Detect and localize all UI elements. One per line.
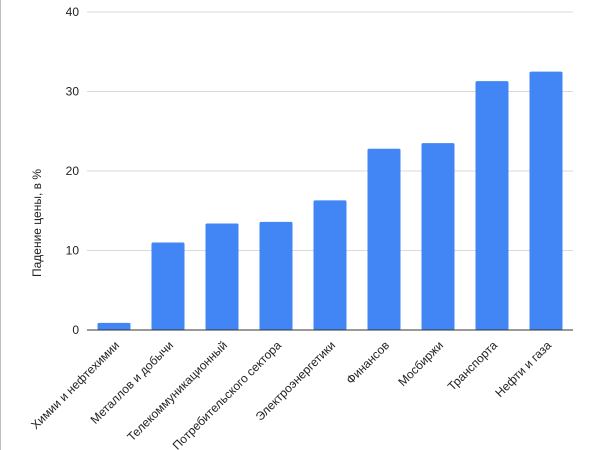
y-tick-label: 40 [66,5,80,19]
y-axis-title: Падение цены, в % [30,169,44,277]
x-tick-label: Химии и нефтехимии [28,338,122,432]
y-tick-label: 0 [72,323,79,337]
x-tick-label: Потребительского сектора [170,338,285,450]
bar [367,148,401,330]
bar [151,242,185,330]
bar [421,143,455,330]
bar [475,81,509,330]
bar [205,223,239,330]
x-tick-label: Нефти и газа [492,338,554,400]
bar [259,221,293,330]
y-tick-label: 30 [66,85,80,99]
y-tick-label: 20 [66,164,80,178]
bar [97,322,131,330]
bar [313,200,347,330]
bars [97,71,563,330]
y-tick-labels: 0 10 20 30 40 [66,5,80,337]
x-tick-label: Телекоммуникационный [124,338,230,444]
x-tick-label: Финансов [343,338,392,387]
x-tick-label: Мосбиржи [395,338,446,389]
bar [529,71,563,330]
y-tick-label: 10 [66,244,80,258]
x-tick-label: Транспорта [445,338,501,394]
